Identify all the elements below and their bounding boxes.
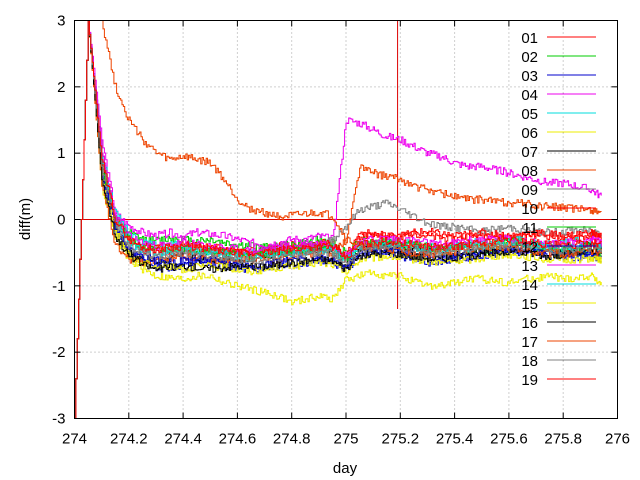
x-tick-label: 274 <box>62 431 87 448</box>
y-tick-label: -3 <box>52 411 65 428</box>
x-tick-label: 274.4 <box>164 431 202 448</box>
series-line <box>74 20 602 419</box>
series-line <box>74 20 602 419</box>
legend-label: 07 <box>521 144 538 161</box>
y-axis-title: diff(m) <box>17 198 34 240</box>
y-tick-label: -1 <box>52 278 65 295</box>
legend-label: 06 <box>521 125 538 142</box>
series-line <box>74 20 602 419</box>
series-line <box>74 20 602 419</box>
legend-label: 15 <box>521 296 538 313</box>
legend-label: 10 <box>521 201 538 218</box>
x-tick-label: 274.6 <box>219 431 257 448</box>
series-group <box>74 20 602 419</box>
y-tick-label: 3 <box>57 13 65 30</box>
x-tick-label: 275.8 <box>544 431 582 448</box>
legend-label: 12 <box>521 239 538 256</box>
legend-label: 13 <box>521 258 538 275</box>
series-line <box>74 20 602 419</box>
legend-label: 09 <box>521 182 538 199</box>
x-tick-label: 275.6 <box>490 431 528 448</box>
legend-label: 18 <box>521 353 538 370</box>
x-axis-title: day <box>333 460 358 477</box>
legend-label: 11 <box>522 220 538 237</box>
series-line <box>74 20 602 419</box>
x-tick-label: 276 <box>605 431 630 448</box>
legend-label: 03 <box>521 68 538 85</box>
x-tick-label: 274.8 <box>273 431 311 448</box>
legend-label: 17 <box>521 334 538 351</box>
y-tick-label: -2 <box>52 344 65 361</box>
x-tick-label: 275 <box>333 431 358 448</box>
legend-label: 19 <box>521 372 538 389</box>
series-line <box>74 20 602 259</box>
x-axis: 274 274.2 274.4 274.6 274.8 275 275.2 275.4 275.… <box>62 20 630 448</box>
x-tick-label: 275.2 <box>382 431 420 448</box>
legend-label: 05 <box>521 106 538 123</box>
series-line <box>74 20 602 419</box>
y-tick-label: 1 <box>57 145 65 162</box>
legend-label: 02 <box>521 49 538 66</box>
legend: 01 02 03 04 05 06 07 08 09 10 11 12 13 14 15 16 17 18 19 <box>521 30 596 389</box>
legend-label: 01 <box>521 30 538 47</box>
legend-label: 08 <box>521 163 538 180</box>
legend-label: 16 <box>521 315 538 332</box>
legend-label: 14 <box>521 277 538 294</box>
reference-lines <box>74 20 618 310</box>
y-tick-label: 0 <box>57 212 65 229</box>
y-tick-label: 2 <box>57 79 65 96</box>
x-tick-label: 275.4 <box>436 431 474 448</box>
x-tick-label: 274.2 <box>110 431 148 448</box>
legend-label: 04 <box>521 87 538 104</box>
